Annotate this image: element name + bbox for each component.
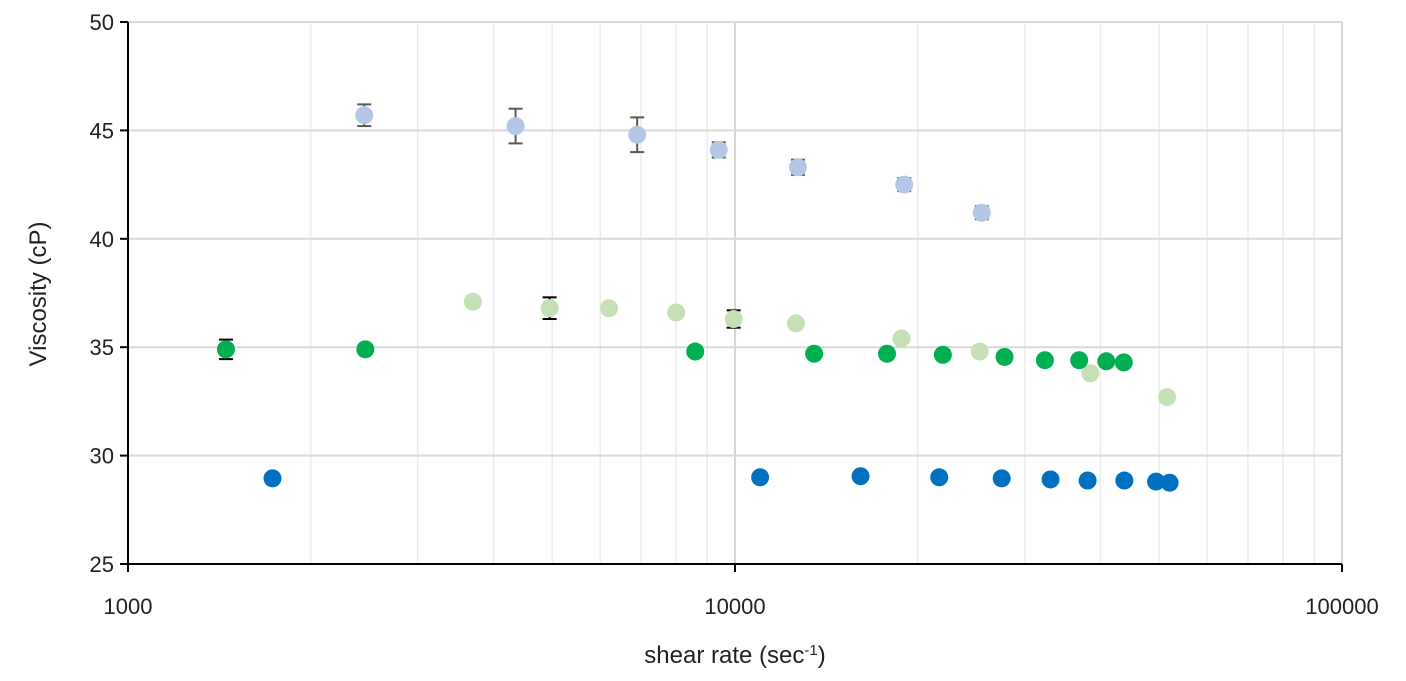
data-point (540, 299, 559, 318)
data-point (1158, 388, 1177, 407)
data-point (686, 342, 705, 361)
data-point (667, 303, 686, 322)
data-point (355, 106, 374, 125)
data-point (1115, 471, 1134, 490)
x-tick-label: 10000 (704, 594, 765, 619)
data-point (878, 344, 897, 363)
y-tick-label: 50 (90, 10, 114, 35)
tick-labels: 25 30 35 40 45 50 1000 10000 100000 (90, 10, 1379, 619)
data-point (356, 340, 375, 359)
data-point (216, 340, 235, 359)
data-point (1097, 352, 1116, 371)
data-point (724, 310, 743, 329)
gridlines (128, 21, 1343, 564)
data-point (1147, 472, 1166, 491)
series-3 (216, 338, 1133, 372)
axes (120, 21, 1343, 572)
x-axis-label: shear rate (sec-1) (644, 642, 825, 670)
data-point (992, 469, 1011, 488)
data-point (970, 342, 989, 361)
data-point (1041, 470, 1060, 489)
x-tick-label: 100000 (1305, 594, 1378, 619)
series-4 (263, 467, 1179, 492)
data-point (463, 292, 482, 311)
series-1 (355, 103, 991, 222)
data-point (805, 344, 824, 363)
data-point (709, 140, 728, 159)
y-tick-label: 45 (90, 118, 114, 143)
data-point (1070, 351, 1089, 370)
data-points (216, 103, 1179, 492)
series-2 (463, 292, 1177, 407)
data-point (599, 299, 618, 318)
data-point (751, 468, 770, 487)
data-point (892, 329, 911, 348)
x-axis-label-superscript: -1 (804, 642, 817, 659)
data-point (851, 467, 870, 486)
data-point (1081, 364, 1100, 383)
y-tick-label: 25 (90, 552, 114, 577)
data-point (1035, 351, 1054, 370)
data-point (1078, 471, 1097, 490)
y-tick-label: 35 (90, 335, 114, 360)
data-point (995, 347, 1014, 366)
data-point (506, 117, 525, 136)
data-point (263, 469, 282, 488)
data-point (930, 468, 949, 487)
data-point (786, 314, 805, 333)
data-point (972, 203, 991, 222)
y-tick-label: 30 (90, 444, 114, 469)
x-axis-label-close: ) (818, 642, 826, 669)
data-point (1160, 473, 1179, 492)
x-axis-label-text: shear rate (sec (644, 642, 804, 669)
data-point (628, 125, 647, 144)
data-point (895, 175, 914, 194)
data-point (1114, 353, 1133, 372)
y-tick-label: 40 (90, 227, 114, 252)
y-axis-label: Viscosity (cP) (25, 222, 52, 367)
data-point (933, 345, 952, 364)
x-tick-label: 1000 (104, 594, 153, 619)
data-point (789, 158, 808, 177)
